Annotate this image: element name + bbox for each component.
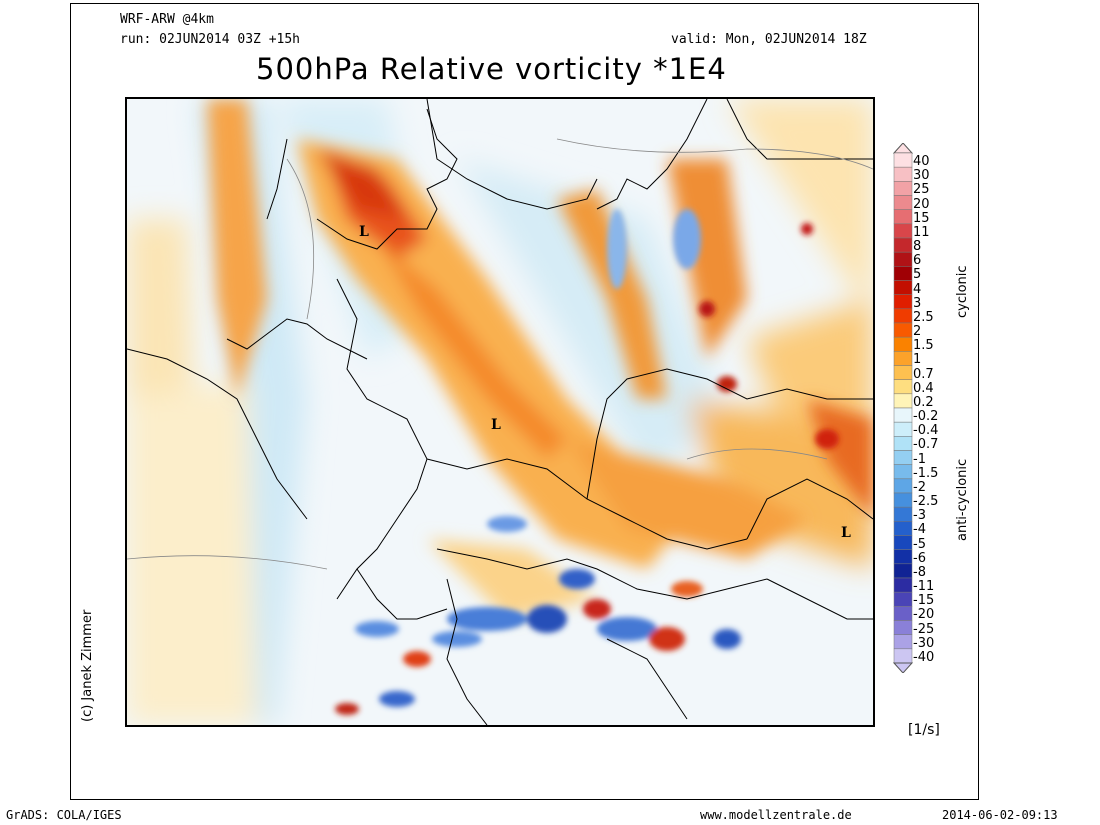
legend-swatch <box>893 393 913 409</box>
legend-swatch <box>893 620 913 635</box>
low-marker: L <box>359 224 369 240</box>
legend-level-label: 11 <box>913 224 930 240</box>
legend-level-label: -8 <box>913 564 926 580</box>
legend-arrow-top <box>893 143 913 154</box>
legend-level-label: 6 <box>913 253 922 269</box>
model-label: WRF-ARW @4km <box>120 12 214 27</box>
map-field: L L L <box>127 99 873 725</box>
legend-level-label: -15 <box>913 593 935 609</box>
vorticity-map: L L L <box>125 97 875 727</box>
legend-level-label: 0.4 <box>913 380 934 396</box>
legend-swatch <box>893 181 913 196</box>
footer-left: GrADS: COLA/IGES <box>6 808 122 822</box>
legend-arrow-bottom <box>893 662 913 673</box>
legend-level-label: -6 <box>913 550 926 566</box>
legend-level-label: -0.4 <box>913 423 939 439</box>
legend-level-label: 2.5 <box>913 309 934 325</box>
legend-swatch <box>893 152 913 168</box>
anticyclonic-label: anti-cyclonic <box>955 458 970 541</box>
copyright-label: (c) Janek Zimmer <box>80 609 95 722</box>
legend-swatch <box>893 436 913 451</box>
legend-level-label: 1.5 <box>913 338 934 354</box>
legend-level-label: 40 <box>913 154 930 169</box>
legend-swatch <box>893 634 913 650</box>
low-marker: L <box>491 417 501 433</box>
legend-swatch <box>893 166 913 182</box>
legend-swatch <box>893 648 913 664</box>
chart-title: 500hPa Relative vorticity *1E4 <box>256 52 727 86</box>
legend-swatch <box>893 478 913 494</box>
legend-swatch <box>893 492 913 508</box>
legend-level-label: 3 <box>913 295 922 311</box>
legend-colorbar <box>893 143 913 673</box>
legend-level-label: 4 <box>913 281 922 297</box>
valid-label: valid: Mon, 02JUN2014 18Z <box>671 32 867 47</box>
legend-swatch <box>893 280 913 295</box>
legend-swatch <box>893 237 913 253</box>
legend-swatch <box>893 308 913 324</box>
legend-swatch <box>893 251 913 267</box>
legend-swatch <box>893 591 913 607</box>
legend-swatch <box>893 379 913 395</box>
footer-center: www.modellzentrale.de <box>700 808 852 822</box>
cyclonic-label: cyclonic <box>955 265 970 318</box>
legend-swatch <box>893 407 913 423</box>
legend-level-label: 0.2 <box>913 394 934 410</box>
legend-swatch <box>893 450 913 465</box>
legend-swatch <box>893 506 913 522</box>
legend-swatch <box>893 535 913 550</box>
legend-level-label: 8 <box>913 239 922 254</box>
legend-level-label: 15 <box>913 210 930 226</box>
legend-swatch <box>893 464 913 480</box>
legend-level-label: 5 <box>913 267 922 283</box>
legend-swatch <box>893 322 913 338</box>
legend-level-label: -40 <box>913 649 935 665</box>
legend-level-label: -5 <box>913 536 926 552</box>
legend-level-label: -30 <box>913 635 935 651</box>
legend-swatch <box>893 521 913 536</box>
run-label: run: 02JUN2014 03Z +15h <box>120 32 301 47</box>
legend-swatch <box>893 294 913 310</box>
legend-level-label: -1 <box>913 451 926 467</box>
low-marker: L <box>841 525 851 541</box>
legend-level-label: -25 <box>913 621 935 637</box>
legend-level-label: -0.7 <box>913 437 939 453</box>
legend-level-label: -2.5 <box>913 494 939 509</box>
unit-label: [1/s] <box>908 722 940 738</box>
legend-level-label: 20 <box>913 196 930 212</box>
legend-swatch <box>893 549 913 565</box>
legend-level-label: 2 <box>913 324 922 339</box>
plot-frame <box>70 3 979 800</box>
legend-swatch <box>893 195 913 210</box>
legend-swatch <box>893 421 913 437</box>
legend-swatch <box>893 365 913 380</box>
legend-level-label: 0.7 <box>913 366 934 382</box>
legend-swatch <box>893 336 913 352</box>
legend-swatch <box>893 606 913 621</box>
legend-swatch <box>893 577 913 593</box>
legend-level-label: -0.2 <box>913 409 939 424</box>
legend-swatch <box>893 351 913 366</box>
legend-level-label: 30 <box>913 168 930 184</box>
footer-right: 2014-06-02-09:13 <box>942 808 1058 822</box>
legend-level-label: -11 <box>913 579 935 594</box>
legend-swatch <box>893 266 913 281</box>
legend-swatch <box>893 563 913 579</box>
legend-level-label: -1.5 <box>913 465 939 481</box>
legend-level-label: 1 <box>913 352 922 368</box>
legend-level-label: 25 <box>913 182 930 198</box>
color-legend: 40 30 25 20 15 11 8 6 5 4 3 2.5 2 1.5 1 0.7 0.4 0.2 -0.2 -0… <box>893 143 963 673</box>
legend-swatch <box>893 209 913 225</box>
legend-level-label: -2 <box>913 479 926 495</box>
legend-swatch <box>893 223 913 239</box>
legend-level-label: -4 <box>913 522 926 538</box>
legend-level-label: -20 <box>913 607 935 623</box>
legend-level-label: -3 <box>913 508 926 524</box>
